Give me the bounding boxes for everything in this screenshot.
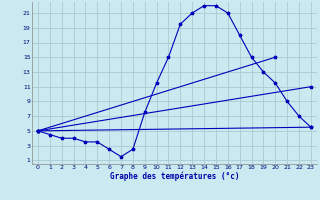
X-axis label: Graphe des températures (°c): Graphe des températures (°c): [110, 172, 239, 181]
